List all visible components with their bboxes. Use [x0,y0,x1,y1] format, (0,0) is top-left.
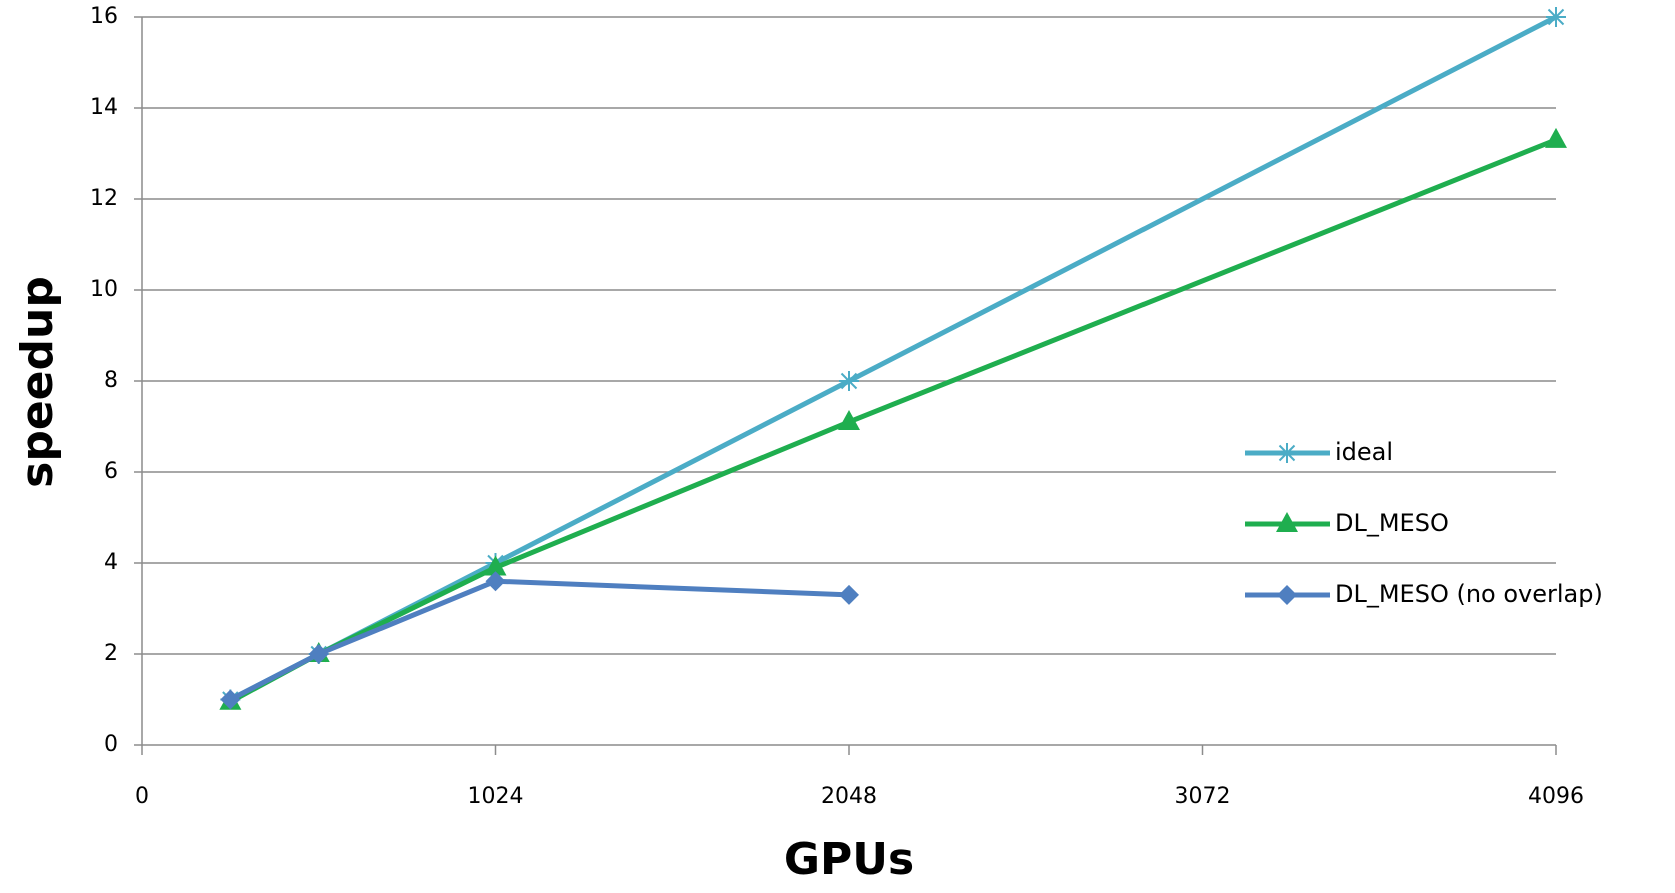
legend-label: DL_MESO (no overlap) [1335,580,1603,608]
series-line [229,578,850,702]
y-tick-label: 4 [104,550,118,575]
y-tick-label: 12 [90,186,118,211]
x-tick-label: 4096 [1528,784,1584,809]
y-tick-label: 0 [104,732,118,757]
legend-label: DL_MESO [1335,509,1449,537]
marker [484,555,507,576]
y-tick-label: 16 [90,4,118,29]
x-tick-label: 0 [135,784,149,809]
x-axis-title: GPUs [784,834,914,885]
y-axis-title: speedup [12,276,63,488]
marker [1546,7,1566,27]
legend-label: ideal [1335,438,1393,466]
x-tick-label: 1024 [468,784,524,809]
legend-marker [1277,443,1297,463]
series-line [229,137,1557,704]
marker [220,689,241,710]
marker [1545,127,1567,148]
x-tick-label: 2048 [821,784,877,809]
marker [839,584,859,605]
legend-marker [1276,512,1298,532]
marker [485,571,506,592]
legend-marker [1277,585,1297,605]
y-tick-label: 8 [104,368,118,393]
marker [838,409,860,430]
y-tick-label: 14 [90,95,118,120]
y-tick-label: 6 [104,459,118,484]
x-tick-label: 3072 [1175,784,1231,809]
y-tick-label: 10 [90,277,118,302]
marker [839,371,859,391]
y-tick-label: 2 [104,641,118,666]
marker [308,644,329,664]
